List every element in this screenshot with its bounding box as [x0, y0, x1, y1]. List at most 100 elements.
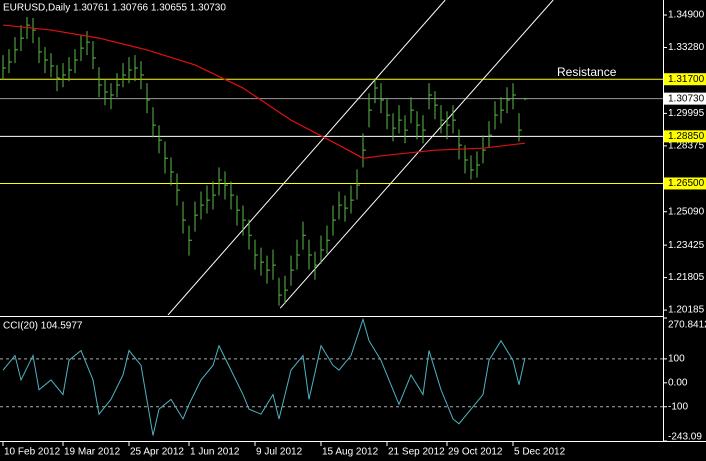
- price-bar: [38, 37, 42, 64]
- level-label: 1.31700: [668, 74, 705, 85]
- x-tick-label: 5 Dec 2012: [514, 447, 566, 458]
- price-bar: [356, 169, 360, 200]
- price-bar: [206, 185, 210, 214]
- level-label: 1.26500: [668, 178, 705, 189]
- x-tick-label: 29 Oct 2012: [448, 447, 503, 458]
- cci-title: CCI(20) 104.5977: [3, 321, 83, 332]
- price-bar: [278, 277, 282, 306]
- price-bar: [80, 35, 84, 62]
- price-bar: [374, 79, 378, 104]
- cci-tick-label: -243.09: [668, 432, 702, 443]
- price-bar: [248, 219, 252, 250]
- x-tick-label: 10 Feb 2012: [4, 447, 61, 458]
- price-bar: [86, 31, 90, 56]
- price-bar: [524, 97, 528, 101]
- price-bar: [446, 111, 450, 140]
- price-bar: [152, 107, 156, 138]
- price-bar: [506, 87, 510, 114]
- price-bar: [146, 83, 150, 114]
- x-tick-label: 19 Mar 2012: [64, 447, 121, 458]
- price-bar: [74, 49, 78, 74]
- x-tick-label: 9 Jul 2012: [256, 447, 303, 458]
- price-bar: [236, 195, 240, 226]
- price-bar: [140, 61, 144, 90]
- price-bar: [314, 251, 318, 280]
- level-box: [664, 73, 706, 86]
- price-bar: [422, 115, 426, 144]
- y-tick-label: 1.33280: [668, 42, 705, 53]
- price-bar: [230, 181, 234, 210]
- price-bar: [272, 249, 276, 280]
- price-bar: [464, 145, 468, 174]
- cci-tick-label: 100: [668, 354, 685, 365]
- price-bar: [134, 55, 138, 82]
- price-bar: [488, 121, 492, 148]
- price-bar: [194, 201, 198, 232]
- cci-panel: [0, 318, 663, 436]
- price-bar: [302, 221, 306, 250]
- cci-tick-label: 270.8412: [668, 320, 706, 331]
- y-tick-label: 1.25090: [668, 206, 705, 217]
- moving-average: [2, 24, 526, 159]
- price-bar: [92, 41, 96, 70]
- price-bar: [392, 113, 396, 142]
- price-bar: [2, 55, 6, 80]
- price-bar: [386, 99, 390, 130]
- y-tick-label: 1.20185: [668, 305, 705, 316]
- price-bar: [68, 57, 72, 82]
- cci-tick-label: -100: [668, 401, 688, 412]
- price-bar: [380, 83, 384, 114]
- price-bar: [290, 255, 294, 286]
- x-tick-label: 21 Sep 2012: [388, 447, 445, 458]
- price-bar: [188, 225, 192, 256]
- price-bar: [62, 63, 66, 88]
- price-bar: [344, 195, 348, 222]
- x-tick-label: 15 Aug 2012: [322, 447, 379, 458]
- y-tick-label: 1.23425: [668, 240, 705, 251]
- price-bar: [482, 135, 486, 164]
- price-bar: [284, 275, 288, 304]
- price-bar: [308, 239, 312, 270]
- price-bar: [452, 105, 456, 134]
- price-bar: [110, 83, 114, 110]
- price-bar: [128, 57, 132, 84]
- price-bar: [20, 25, 24, 52]
- price-bar: [242, 205, 246, 236]
- price-bar: [416, 111, 420, 140]
- price-bar: [50, 53, 54, 78]
- price-bar: [518, 113, 522, 142]
- price-bar: [320, 235, 324, 264]
- price-bar: [218, 167, 222, 196]
- price-bar: [158, 125, 162, 154]
- y-tick-label: 1.29995: [668, 108, 705, 119]
- price-bar: [350, 185, 354, 214]
- price-bar: [440, 105, 444, 134]
- price-bar: [254, 239, 258, 270]
- x-tick-label: 25 Apr 2012: [130, 447, 184, 458]
- price-bar: [116, 73, 120, 98]
- price-bar: [266, 255, 270, 284]
- x-tick-label: 1 Jun 2012: [190, 447, 240, 458]
- cci-line: [2, 318, 526, 436]
- price-bar: [44, 47, 48, 74]
- cci-tick-label: 0.00: [668, 377, 688, 388]
- price-bar: [404, 115, 408, 144]
- axes: 1.34900 1.33280 1.29995 1.28375 1.25090 1.234…: [2, 10, 706, 458]
- price-bar: [122, 63, 126, 88]
- price-bar: [434, 91, 438, 120]
- level-box: [664, 130, 706, 143]
- price-bar: [32, 18, 36, 44]
- price-bar: [428, 83, 432, 110]
- y-tick-label: 1.28375: [668, 141, 705, 152]
- price-bar: [476, 151, 480, 178]
- price-bar: [458, 129, 462, 160]
- price-bar: [14, 37, 18, 64]
- price-bar: [368, 93, 372, 128]
- price-bar: [332, 205, 336, 236]
- price-bar: [8, 49, 12, 74]
- y-tick-label: 1.34900: [668, 10, 705, 21]
- price-bar: [398, 105, 402, 134]
- price-bar: [470, 155, 474, 180]
- price-bar: [104, 79, 108, 106]
